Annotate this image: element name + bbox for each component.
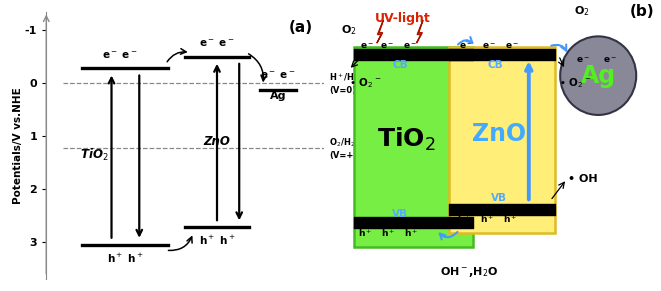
Text: h$^+$ h$^+$: h$^+$ h$^+$ [199, 234, 235, 247]
Text: h$^+$: h$^+$ [481, 214, 494, 226]
Text: e$^-$: e$^-$ [379, 42, 394, 52]
Bar [354, 47, 473, 247]
Text: e$^-$ e$^-$: e$^-$ e$^-$ [260, 70, 296, 81]
Text: e$^-$: e$^-$ [459, 42, 473, 52]
Text: VB: VB [392, 209, 408, 219]
Text: ZnO: ZnO [204, 135, 231, 148]
Text: h$^+$: h$^+$ [504, 214, 518, 226]
Text: TiO$_2$: TiO$_2$ [377, 126, 436, 153]
Text: e$^-$: e$^-$ [360, 42, 374, 52]
Polygon shape [377, 20, 383, 43]
Ellipse shape [561, 36, 637, 115]
Text: h$^+$ h$^+$: h$^+$ h$^+$ [107, 252, 143, 265]
Text: H$^+$/H$_2$
(V=0): H$^+$/H$_2$ (V=0) [329, 71, 360, 95]
Text: VB: VB [491, 193, 507, 203]
Text: O$_2$: O$_2$ [341, 24, 356, 37]
Bar [449, 47, 555, 233]
Text: TiO$_2$: TiO$_2$ [79, 147, 108, 163]
Text: e$^-$ e$^-$: e$^-$ e$^-$ [102, 50, 137, 61]
Text: ZnO: ZnO [472, 122, 526, 146]
Text: e$^-$: e$^-$ [603, 55, 617, 65]
Text: O$_2$/H$_2$O
(V=+1.23): O$_2$/H$_2$O (V=+1.23) [329, 137, 379, 160]
Text: e$^-$: e$^-$ [576, 55, 590, 65]
Text: UV-light: UV-light [375, 12, 431, 25]
Text: CB: CB [488, 61, 504, 70]
Text: e$^-$: e$^-$ [505, 42, 520, 52]
Text: (b): (b) [630, 4, 654, 19]
Text: h$^+$: h$^+$ [457, 214, 471, 226]
Text: • O$_2$$^-$: • O$_2$$^-$ [559, 76, 591, 90]
Text: Ag: Ag [270, 91, 286, 101]
Text: e$^-$: e$^-$ [403, 42, 417, 52]
Text: Ag: Ag [580, 64, 616, 88]
Text: OH$^-$,H$_2$O: OH$^-$,H$_2$O [440, 265, 498, 279]
Text: e$^-$ e$^-$: e$^-$ e$^-$ [199, 38, 235, 49]
Text: h$^+$: h$^+$ [381, 228, 395, 239]
Text: • OH: • OH [568, 174, 598, 184]
Text: h$^+$: h$^+$ [405, 228, 418, 239]
Text: (a): (a) [289, 20, 313, 35]
Text: h$^+$: h$^+$ [358, 228, 372, 239]
Text: O$_2$: O$_2$ [574, 5, 590, 18]
Text: e$^-$: e$^-$ [482, 42, 496, 52]
Y-axis label: Potentials/V vs.NHE: Potentials/V vs.NHE [13, 87, 24, 204]
Text: CB: CB [392, 61, 408, 70]
Text: • O$_2$$^-$: • O$_2$$^-$ [349, 76, 381, 90]
Polygon shape [416, 20, 423, 43]
